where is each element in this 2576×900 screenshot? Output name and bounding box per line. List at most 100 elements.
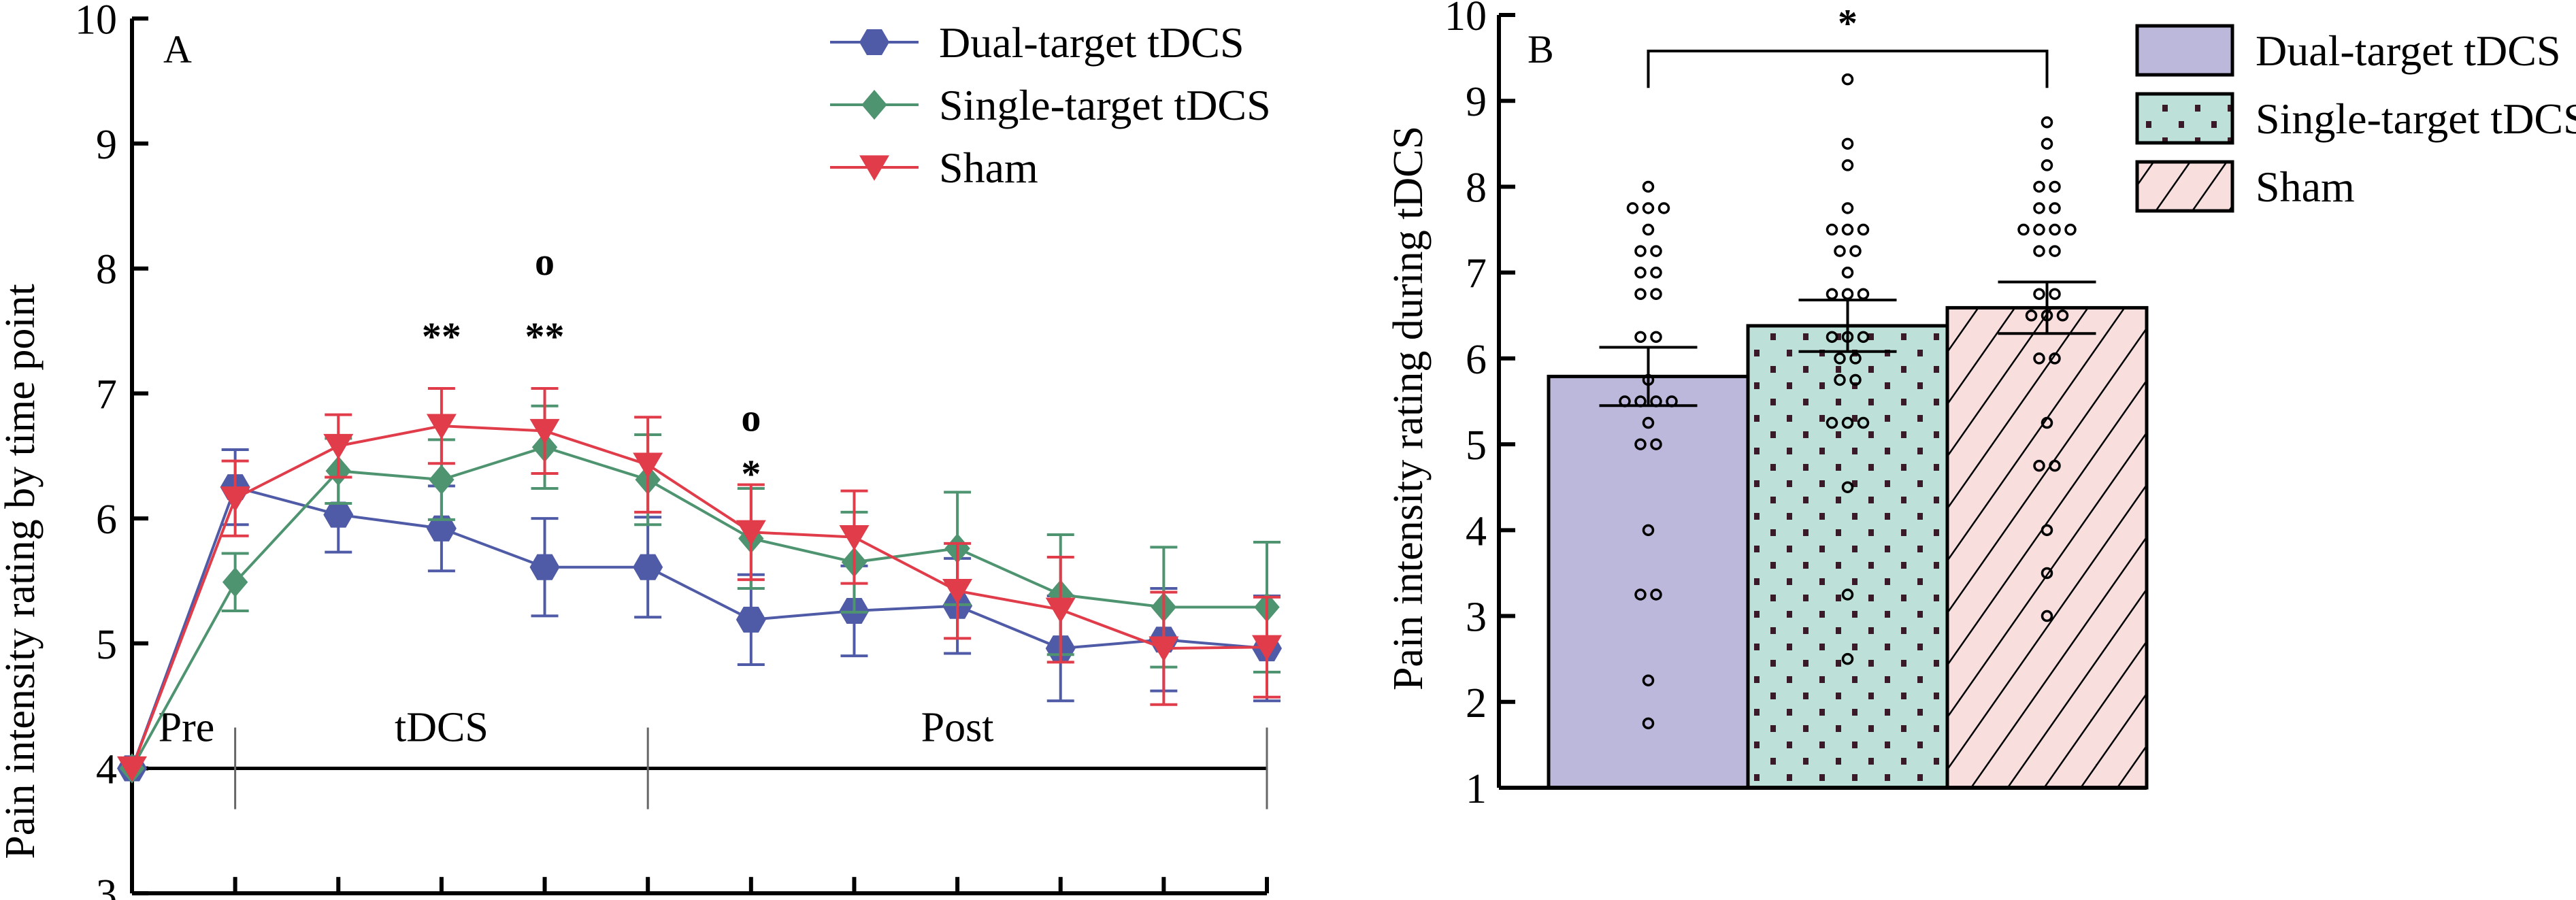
panel-b-y-tick-label: 8: [1466, 165, 1487, 211]
individual-point: [1849, 352, 1862, 365]
individual-point: [1841, 652, 1854, 665]
panel-b-label: B: [1528, 27, 1554, 71]
individual-point: [1857, 331, 1870, 344]
individual-point: [2049, 288, 2061, 300]
individual-point: [1857, 416, 1870, 429]
individual-point: [1642, 524, 1655, 537]
panel-b-y-tick-label: 1: [1466, 766, 1487, 812]
legend-marker: [859, 29, 889, 56]
panel-a-phase-timeline: Pre tDCS Post: [132, 704, 1268, 810]
individual-point: [2033, 223, 2045, 236]
panel-b-error-bars: [1599, 280, 2096, 407]
individual-point: [1826, 223, 1838, 236]
individual-point: [1841, 159, 1854, 171]
individual-point: [1642, 717, 1655, 730]
phase-label-post: Post: [921, 704, 994, 750]
data-point-sham: [1252, 635, 1282, 661]
individual-point: [1634, 288, 1647, 300]
individual-point: [1634, 438, 1647, 450]
individual-point: [1857, 288, 1870, 300]
individual-point: [1826, 416, 1838, 429]
bar-dual-target-tdcs: [1547, 374, 1750, 790]
individual-point: [1849, 373, 1862, 386]
individual-point: [1650, 245, 1662, 257]
data-point-dual-target-tdcs: [736, 606, 766, 633]
series-line-dual-target-tdcs: [131, 485, 1268, 769]
panel-b-y-tick-label: 9: [1466, 79, 1487, 125]
individual-point: [2056, 310, 2069, 322]
data-point-sham: [736, 520, 766, 546]
individual-point: [2041, 567, 2053, 580]
individual-point: [1826, 331, 1838, 344]
panel-b-bars: [1547, 305, 2149, 790]
data-point-dual-target-tdcs: [633, 554, 663, 580]
data-point-sham: [529, 418, 560, 445]
individual-point: [2033, 202, 2045, 214]
panel-b-axes: 1 2 3 4 5 6 7 8 9 10: [1444, 0, 2147, 812]
individual-point: [2033, 459, 2045, 472]
significance-marker: *: [741, 452, 761, 496]
panel-a-y-tick-label: 8: [96, 247, 117, 293]
individual-point: [1841, 73, 1854, 86]
series-line-sham: [131, 424, 1268, 769]
individual-point: [2049, 459, 2061, 472]
panel-b-y-tick-label: 2: [1466, 680, 1487, 727]
significance-marker: o: [741, 395, 761, 439]
panel-b-y-tick-label: 10: [1444, 0, 1487, 39]
individual-point: [1634, 588, 1647, 601]
panel-a-y-tick-label: 4: [96, 746, 117, 793]
individual-point: [1642, 202, 1655, 214]
panel-a-legend: Dual-target tDCS Single-target tDCS Sham: [830, 18, 1271, 192]
data-point-sham: [1045, 597, 1076, 623]
individual-point: [1634, 245, 1647, 257]
panel-a-y-axis-label: Pain intensity rating by time point: [0, 284, 44, 859]
individual-point: [1650, 588, 1662, 601]
legend-item-sham: Sham: [2135, 160, 2355, 213]
panel-a-series: [117, 387, 1282, 784]
individual-point: [2041, 610, 2053, 622]
legend-item-sham: Sham: [830, 144, 1038, 192]
individual-point: [1841, 137, 1854, 150]
panel-a-y-tick-label: 7: [96, 371, 117, 418]
individual-point: [1626, 202, 1639, 214]
data-point-dual-target-tdcs: [529, 554, 560, 580]
individual-point: [1841, 223, 1854, 236]
panel-b-y-tick-label: 5: [1466, 422, 1487, 469]
individual-point: [1826, 288, 1838, 300]
individual-point: [2033, 245, 2045, 257]
legend-swatch: [2135, 160, 2234, 213]
data-point-sham: [839, 525, 870, 551]
legend-swatch: [2135, 92, 2234, 145]
individual-point: [1657, 202, 1670, 214]
panel-b-y-tick-label: 3: [1466, 595, 1487, 641]
individual-point: [1841, 288, 1854, 300]
significance-marker: *: [1838, 1, 1857, 46]
individual-point: [1834, 373, 1846, 386]
significance-marker: **: [525, 314, 565, 359]
individual-point: [2041, 416, 2053, 429]
bar-sham: [1945, 305, 2149, 790]
data-point-dual-target-tdcs: [426, 515, 457, 541]
series-sham: [117, 387, 1282, 782]
individual-point: [1841, 202, 1854, 214]
panel-a-y-tick-label: 10: [75, 0, 117, 43]
legend-swatch: [2135, 24, 2234, 77]
individual-point: [2049, 245, 2061, 257]
data-point-single-target-tdcs: [222, 567, 248, 597]
individual-point: [1849, 245, 1862, 257]
panel-b-individual-points: [1619, 73, 2077, 730]
data-point-sham: [117, 756, 147, 782]
data-point-sham: [633, 452, 663, 478]
significance-marker: o: [535, 239, 555, 284]
individual-point: [1650, 331, 1662, 344]
individual-point: [2049, 202, 2061, 214]
individual-point: [1642, 674, 1655, 686]
panel-b-y-tick-label: 7: [1466, 251, 1487, 297]
individual-point: [1650, 438, 1662, 450]
panel-b-significance-bracket: *: [1647, 1, 2049, 88]
individual-point: [2041, 116, 2053, 129]
data-point-dual-target-tdcs: [323, 501, 354, 528]
panel-b-y-axis-label: Pain intensity rating during tDCS: [1385, 126, 1432, 690]
